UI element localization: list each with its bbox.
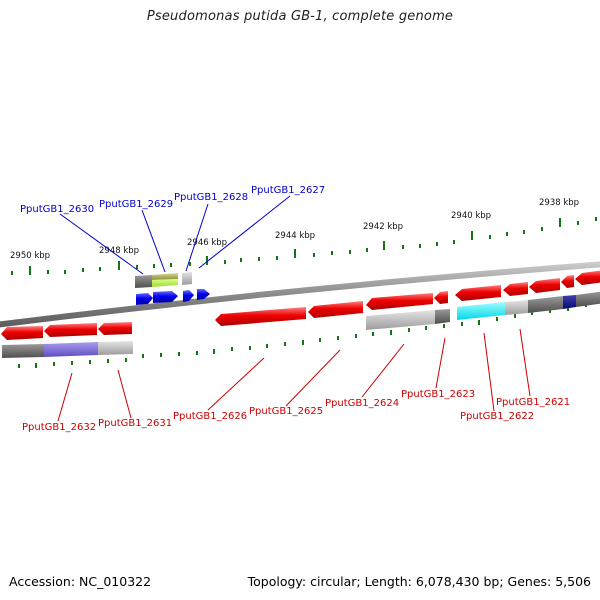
gene-arrow-2628[interactable] [183, 290, 194, 302]
gene-arrow-2630[interactable] [136, 293, 153, 305]
gene-label-2629[interactable]: PputGB1_2629 [99, 199, 173, 210]
gene-label-2631[interactable]: PputGB1_2631 [98, 418, 172, 429]
genome-backbone [0, 261, 600, 328]
gene-arrow-2631[interactable] [98, 322, 132, 335]
forward-cog-track [135, 272, 192, 288]
ruler-label-2938: 2938 kbp [539, 198, 579, 208]
reverse-genes-lower [1, 301, 363, 340]
reverse-gene-labels: PputGB1_2632 PputGB1_2631 PputGB1_2626 P… [22, 389, 570, 433]
ruler-label-2942: 2942 kbp [363, 222, 403, 232]
gene-label-2624[interactable]: PputGB1_2624 [325, 398, 399, 409]
gene-arrow-2627[interactable] [197, 289, 210, 300]
gene-arrow-2621b[interactable] [529, 278, 560, 293]
gene-arrow-2631a[interactable] [44, 323, 97, 337]
gene-label-2632[interactable]: PputGB1_2632 [22, 422, 96, 433]
gene-arrow-2621[interactable] [503, 282, 528, 296]
gene-label-2625[interactable]: PputGB1_2625 [249, 406, 323, 417]
gene-arrow-2620[interactable] [561, 275, 574, 288]
gene-label-2627[interactable]: PputGB1_2627 [251, 185, 325, 196]
reverse-cog-track [2, 291, 600, 358]
reverse-genes-upper [366, 270, 600, 310]
ruler-label-2944: 2944 kbp [275, 231, 315, 241]
ruler-label-2940: 2940 kbp [451, 211, 491, 221]
gene-label-2623[interactable]: PputGB1_2623 [401, 389, 475, 400]
forward-leader-lines [59, 195, 291, 275]
lower-ruler-dots [18, 303, 587, 368]
gene-arrow-2623[interactable] [434, 291, 448, 304]
gene-arrow-2626[interactable] [215, 307, 306, 326]
gene-arrow-2632[interactable] [1, 326, 43, 340]
ruler-label-2950: 2950 kbp [10, 251, 50, 261]
gene-label-2630[interactable]: PputGB1_2630 [20, 204, 94, 215]
topology-text: Topology: circular; Length: 6,078,430 bp… [247, 574, 591, 589]
ruler-label-2946: 2946 kbp [187, 238, 227, 248]
gene-arrow-2622[interactable] [455, 285, 501, 301]
gene-arrow-2629[interactable] [153, 291, 178, 303]
gene-label-2628[interactable]: PputGB1_2628 [174, 192, 248, 203]
ruler-label-2948: 2948 kbp [99, 246, 139, 256]
forward-genes [136, 289, 210, 305]
map-title: Pseudomonas putida GB-1, complete genome [146, 9, 454, 24]
gene-label-2626[interactable]: PputGB1_2626 [173, 411, 247, 422]
ruler-tick-marks [11, 217, 597, 275]
reverse-leader-lines [57, 328, 531, 422]
gene-label-2622[interactable]: PputGB1_2622 [460, 411, 534, 422]
ruler-labels: 2950 kbp 2948 kbp 2946 kbp 2944 kbp 2942… [10, 198, 579, 261]
gene-arrow-2624[interactable] [366, 293, 433, 310]
gene-arrow-2619[interactable] [575, 270, 600, 285]
gene-label-2621[interactable]: PputGB1_2621 [496, 397, 570, 408]
accession-text: Accession: NC_010322 [9, 574, 152, 589]
gene-arrow-2625[interactable] [308, 301, 363, 318]
forward-gene-labels: PputGB1_2630 PputGB1_2629 PputGB1_2628 P… [20, 185, 325, 215]
